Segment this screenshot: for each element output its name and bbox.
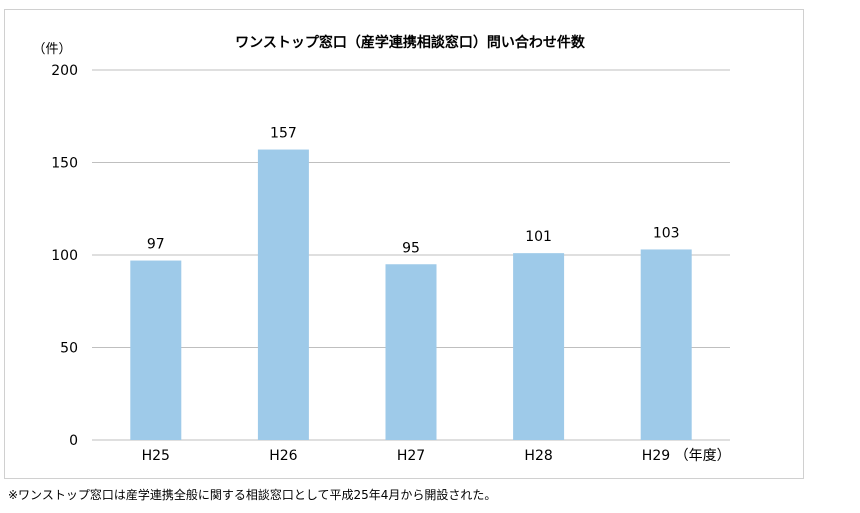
x-tick-label: H25 bbox=[142, 448, 170, 464]
data-label: 101 bbox=[525, 229, 552, 245]
bars bbox=[130, 149, 692, 441]
footnote: ※ワンストップ窓口は産学連携全般に関する相談窓口として平成25年4月から開設され… bbox=[8, 488, 497, 502]
bar-h27 bbox=[385, 264, 437, 440]
y-tick-label: 50 bbox=[60, 341, 78, 357]
x-tick-label: H26 bbox=[269, 448, 297, 464]
y-tick-label: 150 bbox=[51, 156, 78, 172]
bar-chart: ワンストップ窓口（産学連携相談窓口）問い合わせ件数 （件） 0 50 100 150 2… bbox=[32, 34, 730, 464]
chart-title: ワンストップ窓口（産学連携相談窓口）問い合わせ件数 bbox=[235, 34, 586, 51]
bar-h25 bbox=[130, 260, 182, 440]
labels: 0 50 100 150 200 97 H25 157 H26 95 H27 101 H28 103 H29… bbox=[51, 63, 730, 464]
bar-h29 bbox=[640, 249, 692, 440]
x-tick-label: H29 （年度） bbox=[642, 448, 731, 464]
data-label: 95 bbox=[402, 240, 420, 256]
x-tick-label: H27 bbox=[397, 448, 425, 464]
data-label: 97 bbox=[147, 237, 165, 253]
bar-h26 bbox=[257, 149, 309, 441]
y-axis-unit-label: （件） bbox=[32, 42, 71, 57]
bar-h28 bbox=[513, 253, 565, 440]
y-tick-label: 200 bbox=[51, 63, 78, 79]
x-tick-label: H28 bbox=[524, 448, 552, 464]
data-label: 103 bbox=[653, 225, 680, 241]
y-tick-label: 100 bbox=[51, 248, 78, 264]
y-tick-label: 0 bbox=[69, 433, 78, 449]
data-label: 157 bbox=[270, 126, 297, 142]
